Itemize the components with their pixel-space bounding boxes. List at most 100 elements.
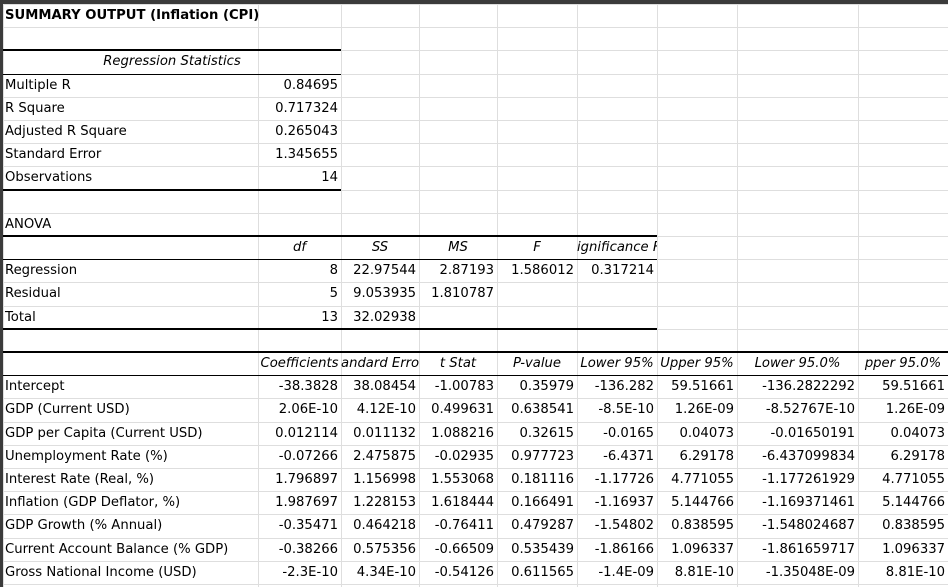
anova-row-label[interactable]: Total [5,310,36,325]
coefficient-value[interactable]: -1.4E-09 [598,565,654,580]
coefficient-row-label[interactable]: Intercept [5,379,65,394]
coefficient-value[interactable]: -6.4371 [603,449,654,464]
anova-header[interactable]: MS [448,240,468,255]
coefficient-header[interactable]: andard Erro [341,356,419,371]
coefficient-header[interactable]: P-value [512,356,561,371]
coefficient-row-label[interactable]: GDP (Current USD) [5,402,130,417]
stat-label[interactable]: R Square [5,101,65,116]
coefficient-value[interactable]: -0.01650191 [770,426,855,441]
coefficient-value[interactable]: 0.012114 [275,426,338,441]
anova-label[interactable]: ANOVA [5,217,52,232]
coefficient-value[interactable]: 5.144766 [882,495,945,510]
coefficient-value[interactable]: -0.07266 [278,449,338,464]
anova-value[interactable]: 13 [321,310,338,325]
coefficient-value[interactable]: -0.76411 [434,518,494,533]
coefficient-value[interactable]: -38.3828 [278,379,338,394]
coefficient-row-label[interactable]: GDP Growth (% Annual) [5,518,163,533]
coefficient-value[interactable]: 1.26E-09 [885,402,945,417]
stat-value[interactable]: 0.717324 [275,101,338,116]
coefficient-value[interactable]: 0.535439 [511,542,574,557]
coefficient-value[interactable]: 8.81E-10 [674,565,734,580]
coefficient-row-label[interactable]: GDP per Capita (Current USD) [5,426,203,441]
stat-value[interactable]: 14 [321,170,338,185]
coefficient-value[interactable]: 0.464218 [353,518,416,533]
coefficient-value[interactable]: 38.08454 [353,379,416,394]
coefficient-value[interactable]: -136.282 [594,379,654,394]
anova-value[interactable]: 32.02938 [353,310,416,325]
anova-value[interactable] [497,282,577,305]
anova-value[interactable] [577,282,657,305]
coefficient-value[interactable]: 1.26E-09 [674,402,734,417]
coefficient-value[interactable]: 0.04073 [679,426,734,441]
anova-header[interactable]: df [292,240,306,255]
anova-row-label[interactable]: Residual [5,286,61,301]
coefficient-value[interactable]: 2.06E-10 [278,402,338,417]
coefficient-value[interactable]: 5.144766 [671,495,734,510]
coefficient-value[interactable]: -1.17726 [594,472,654,487]
coefficient-value[interactable]: 6.29178 [679,449,734,464]
coefficient-header[interactable]: Coefficients [260,356,339,371]
coefficient-value[interactable]: -6.437099834 [762,449,855,464]
coefficient-value[interactable]: 0.166491 [511,495,574,510]
coefficient-header[interactable]: Upper 95% [660,356,734,371]
coefficient-value[interactable]: 0.35979 [519,379,574,394]
anova-value[interactable]: 8 [329,263,338,278]
anova-value[interactable]: 22.97544 [353,263,416,278]
coefficient-value[interactable]: -0.54126 [434,565,494,580]
coefficient-value[interactable]: -1.54802 [594,518,654,533]
coefficient-row-label[interactable]: Gross National Income (USD) [5,565,197,580]
coefficient-value[interactable]: -1.177261929 [762,472,855,487]
coefficient-value[interactable]: -0.38266 [278,542,338,557]
coefficient-value[interactable]: 0.181116 [511,472,574,487]
coefficient-value[interactable]: 0.838595 [671,518,734,533]
coefficient-value[interactable]: 4.771055 [882,472,945,487]
anova-header[interactable]: SS [371,240,389,255]
coefficient-row-label[interactable]: Current Account Balance (% GDP) [5,542,229,557]
coefficient-header[interactable]: Lower 95.0% [754,356,841,371]
coefficient-value[interactable]: 1.228153 [353,495,416,510]
coefficient-value[interactable]: 1.553068 [431,472,494,487]
coefficient-value[interactable]: 4.12E-10 [356,402,416,417]
coefficient-value[interactable]: 0.04073 [890,426,945,441]
coefficient-value[interactable]: -0.66509 [434,542,494,557]
anova-value[interactable] [577,306,657,329]
coefficient-value[interactable]: 1.088216 [431,426,494,441]
coefficient-row-label[interactable]: Inflation (GDP Deflator, %) [5,495,181,510]
coefficient-value[interactable]: 0.611565 [511,565,574,580]
coefficient-value[interactable]: 0.32615 [519,426,574,441]
anova-value[interactable]: 0.317214 [591,263,654,278]
regression-stats-header[interactable]: Regression Statistics [103,54,241,69]
coefficient-value[interactable]: -2.3E-10 [282,565,338,580]
coefficient-row-label[interactable]: Unemployment Rate (%) [5,449,168,464]
coefficient-value[interactable]: -1.00783 [434,379,494,394]
coefficient-value[interactable]: 1.156998 [353,472,416,487]
coefficient-value[interactable]: 0.479287 [511,518,574,533]
coefficient-row-label[interactable]: Interest Rate (Real, %) [5,472,155,487]
stat-value[interactable]: 0.265043 [275,124,338,139]
coefficient-value[interactable]: 1.096337 [882,542,945,557]
anova-value[interactable] [419,306,497,329]
coefficient-value[interactable]: 0.977723 [511,449,574,464]
coefficient-value[interactable]: 1.096337 [671,542,734,557]
anova-header[interactable]: ignificance F [577,240,657,255]
summary-title[interactable]: SUMMARY OUTPUT (Inflation (CPI) [5,8,260,23]
coefficient-value[interactable]: -8.5E-10 [598,402,654,417]
coefficient-value[interactable]: -8.52767E-10 [765,402,855,417]
coefficient-value[interactable]: -1.35048E-09 [765,565,855,580]
coefficient-value[interactable]: 59.51661 [671,379,734,394]
stat-value[interactable]: 0.84695 [283,78,338,93]
coefficient-value[interactable]: 2.475875 [353,449,416,464]
anova-value[interactable]: 1.586012 [511,263,574,278]
coefficient-value[interactable]: -1.16937 [594,495,654,510]
coefficient-value[interactable]: 0.499631 [431,402,494,417]
coefficient-value[interactable]: 4.771055 [671,472,734,487]
coefficient-header[interactable]: pper 95.0% [864,356,942,371]
stat-label[interactable]: Observations [5,170,93,185]
coefficient-header[interactable]: Lower 95% [580,356,654,371]
coefficient-value[interactable]: -1.86166 [594,542,654,557]
anova-value[interactable]: 2.87193 [439,263,494,278]
coefficient-value[interactable]: 6.29178 [890,449,945,464]
coefficient-value[interactable]: 0.575356 [353,542,416,557]
coefficient-value[interactable]: -0.02935 [434,449,494,464]
